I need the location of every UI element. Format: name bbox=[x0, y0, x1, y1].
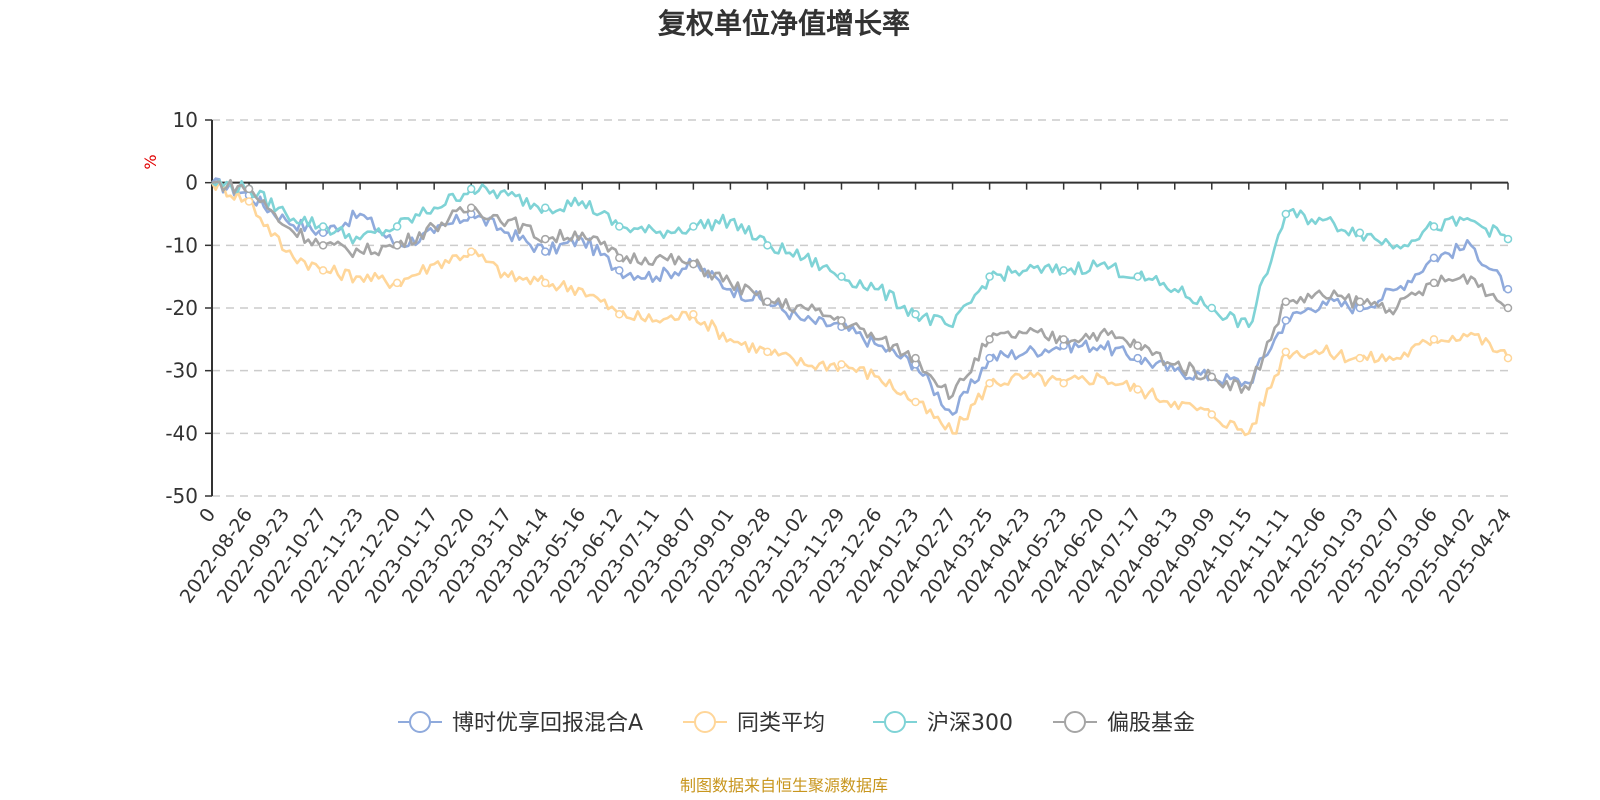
data-point[interactable] bbox=[837, 360, 846, 369]
data-point[interactable] bbox=[1355, 228, 1365, 238]
data-point[interactable] bbox=[911, 397, 920, 407]
data-point[interactable] bbox=[689, 310, 698, 319]
data-point[interactable] bbox=[1207, 372, 1217, 382]
series-lines bbox=[210, 177, 1513, 437]
data-point[interactable] bbox=[911, 310, 920, 319]
legend-marker bbox=[1064, 711, 1086, 733]
data-point[interactable] bbox=[392, 222, 402, 231]
data-point[interactable] bbox=[466, 184, 476, 194]
series-line bbox=[211, 177, 1509, 416]
data-point[interactable] bbox=[763, 347, 772, 357]
data-point[interactable] bbox=[1503, 353, 1513, 363]
data-point[interactable] bbox=[1429, 222, 1439, 231]
data-point[interactable] bbox=[1429, 253, 1439, 263]
data-point[interactable] bbox=[541, 247, 550, 256]
data-point[interactable] bbox=[1207, 303, 1217, 313]
data-point[interactable] bbox=[689, 222, 698, 231]
data-point[interactable] bbox=[392, 241, 402, 250]
x-tick-labels: 02022-08-262022-09-232022-10-272022-11-2… bbox=[176, 504, 1516, 607]
data-point[interactable] bbox=[541, 278, 550, 288]
data-point[interactable] bbox=[837, 272, 846, 281]
data-point[interactable] bbox=[1133, 341, 1142, 350]
data-point[interactable] bbox=[466, 203, 476, 212]
data-point[interactable] bbox=[541, 203, 550, 212]
data-point[interactable] bbox=[1503, 303, 1513, 313]
data-point[interactable] bbox=[541, 234, 550, 244]
y-axis-unit: % bbox=[141, 154, 160, 169]
grid-lines bbox=[212, 119, 1508, 497]
data-point[interactable] bbox=[1281, 347, 1291, 357]
data-point[interactable] bbox=[244, 197, 254, 206]
data-point[interactable] bbox=[392, 278, 402, 288]
data-point[interactable] bbox=[244, 184, 254, 194]
legend-item[interactable]: 沪深300 bbox=[873, 711, 1013, 736]
data-point[interactable] bbox=[985, 335, 994, 344]
data-point[interactable] bbox=[1207, 410, 1217, 419]
data-point[interactable] bbox=[1503, 284, 1513, 294]
data-point[interactable] bbox=[1281, 297, 1291, 306]
legend-label: 偏股基金 bbox=[1107, 711, 1195, 736]
data-point[interactable] bbox=[1133, 272, 1142, 281]
y-tick-label: -50 bbox=[165, 484, 198, 508]
legend-label: 博时优享回报混合A bbox=[452, 711, 643, 736]
series-line bbox=[211, 179, 1509, 329]
data-point[interactable] bbox=[1281, 209, 1291, 219]
series-line bbox=[210, 180, 1510, 437]
legend-marker bbox=[884, 711, 906, 733]
data-point[interactable] bbox=[1059, 378, 1068, 388]
data-point[interactable] bbox=[911, 353, 920, 363]
data-point[interactable] bbox=[615, 310, 624, 319]
data-point[interactable] bbox=[615, 266, 624, 275]
chart-title: 复权单位净值增长率 bbox=[658, 7, 910, 40]
data-point[interactable] bbox=[1503, 234, 1513, 244]
y-tick-label: -30 bbox=[165, 359, 198, 383]
data-source-note: 制图数据来自恒生聚源数据库 bbox=[680, 776, 888, 795]
data-point[interactable] bbox=[318, 266, 328, 275]
x-tick-label: 0 bbox=[195, 504, 220, 527]
data-point[interactable] bbox=[615, 222, 624, 231]
y-tick-label: 0 bbox=[185, 171, 198, 195]
legend-item[interactable]: 同类平均 bbox=[683, 711, 825, 736]
legend-label: 同类平均 bbox=[737, 711, 825, 736]
y-tick-label: -10 bbox=[165, 233, 198, 257]
data-point[interactable] bbox=[318, 241, 328, 250]
data-point[interactable] bbox=[1429, 335, 1439, 344]
data-point[interactable] bbox=[689, 259, 698, 269]
legend-item[interactable]: 偏股基金 bbox=[1053, 711, 1195, 736]
y-tick-labels: 10 0 -10 -20 -30 -40 -50 bbox=[165, 108, 198, 508]
data-point[interactable] bbox=[837, 316, 846, 325]
data-point[interactable] bbox=[615, 253, 624, 263]
data-point[interactable] bbox=[1429, 278, 1439, 288]
data-point[interactable] bbox=[985, 353, 994, 363]
y-tick-label: -40 bbox=[165, 421, 198, 445]
data-point[interactable] bbox=[1355, 297, 1365, 306]
y-tick-label: -20 bbox=[165, 296, 198, 320]
data-point[interactable] bbox=[1059, 335, 1068, 344]
data-point[interactable] bbox=[1133, 385, 1142, 394]
data-point[interactable] bbox=[1355, 353, 1365, 363]
data-point[interactable] bbox=[1133, 353, 1142, 363]
data-point[interactable] bbox=[466, 247, 476, 256]
legend-item[interactable]: 博时优享回报混合A bbox=[398, 711, 643, 736]
y-tick-label: 10 bbox=[173, 108, 198, 132]
data-point[interactable] bbox=[985, 272, 994, 281]
data-point[interactable] bbox=[318, 222, 328, 231]
series-line bbox=[211, 178, 1509, 401]
legend-marker bbox=[409, 711, 431, 733]
data-point[interactable] bbox=[1281, 316, 1291, 325]
data-point[interactable] bbox=[985, 378, 994, 388]
legend[interactable]: 博时优享回报混合A 同类平均 沪深300 偏股基金 bbox=[398, 711, 1195, 736]
legend-marker bbox=[694, 711, 716, 733]
legend-label: 沪深300 bbox=[927, 711, 1013, 736]
data-point[interactable] bbox=[763, 241, 772, 250]
data-point[interactable] bbox=[1059, 266, 1068, 275]
data-point[interactable] bbox=[763, 297, 772, 306]
